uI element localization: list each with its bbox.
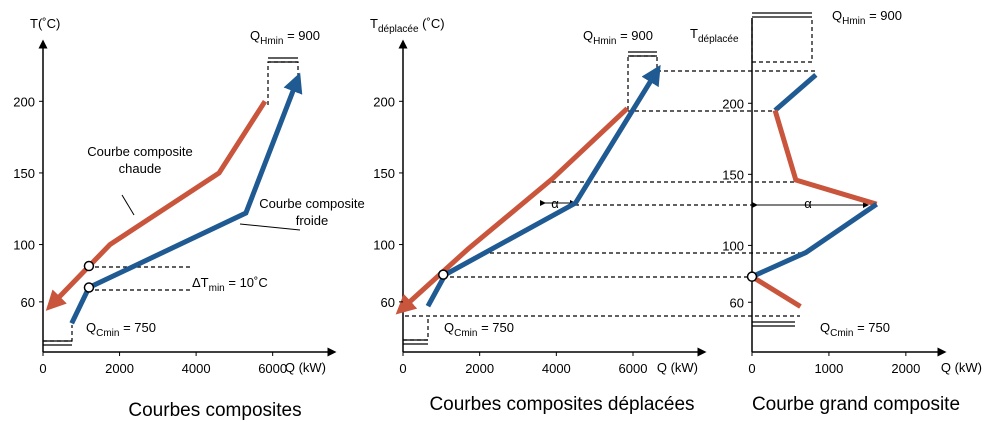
y-tick-label: 200 [13, 94, 35, 109]
sub: déplacée [378, 24, 419, 35]
x-tick-label: 6000 [258, 361, 287, 376]
marker [83, 260, 95, 272]
x-axis-label: Q (kW) [941, 360, 982, 375]
y-axis-label: Tdéplacée [690, 26, 739, 45]
y-tick-label: 60 [730, 295, 744, 310]
sub-label: QHmin = 900 [583, 28, 653, 47]
alpha: α [804, 196, 812, 211]
main: T [370, 16, 378, 31]
rest: = 750 [477, 320, 514, 335]
marker [83, 282, 95, 293]
sub: déplacée [698, 34, 739, 45]
main: Q [583, 28, 593, 43]
sub: Hmin [260, 36, 283, 47]
sub-label: QHmin = 900 [250, 28, 320, 47]
sub-label: QCmin = 750 [86, 320, 156, 339]
sub-label: QHmin = 900 [832, 8, 902, 27]
y-tick-label: 100 [722, 238, 744, 253]
y-tick-label: 150 [13, 166, 35, 181]
main: Q [832, 8, 842, 23]
sub: Cmin [830, 328, 853, 339]
x-tick-label: 1000 [814, 361, 843, 376]
alpha: α [551, 196, 559, 211]
y-tick-label: 100 [13, 238, 35, 253]
rest: = 750 [119, 320, 156, 335]
marker [438, 269, 449, 280]
annotation: Courbe composite [259, 196, 365, 211]
title: Courbe grand composite [752, 394, 960, 415]
annotation: froide [296, 213, 329, 228]
sub: min [209, 283, 225, 294]
curve [425, 64, 661, 308]
y-tick-label: 200 [373, 94, 395, 109]
curve [750, 274, 802, 309]
main: Q [250, 28, 260, 43]
x-tick-label: 2000 [465, 361, 494, 376]
main: Q [86, 320, 96, 335]
annotation: chaude [119, 161, 162, 176]
marker [746, 271, 758, 282]
main: ΔT [192, 275, 209, 290]
sub: Cmin [96, 328, 119, 339]
x-axis-label: Q (kW) [657, 360, 698, 375]
x-tick-label: 0 [39, 361, 46, 376]
x-axis-label: Q (kW) [285, 360, 326, 375]
sub: Cmin [454, 328, 477, 339]
sub-label: QCmin = 750 [444, 320, 514, 339]
x-tick-label: 2000 [105, 361, 134, 376]
sub: Hmin [593, 36, 616, 47]
x-tick-label: 2000 [891, 361, 920, 376]
rest: = 900 [865, 8, 902, 23]
curve [69, 72, 303, 325]
curve [773, 72, 818, 113]
x-tick-label: 6000 [619, 361, 648, 376]
y-tick-label: 60 [381, 295, 395, 310]
main: Q [444, 320, 454, 335]
sub-label: ΔTmin = 10˚C [192, 275, 268, 294]
rest: = 10˚C [225, 275, 268, 290]
sub: Hmin [842, 16, 865, 27]
title: Courbes composites déplacées [429, 394, 694, 415]
x-tick-label: 0 [748, 361, 755, 376]
y-tick-label: 150 [373, 166, 395, 181]
title: Courbes composites [128, 400, 301, 421]
y-tick-label: 150 [722, 167, 744, 182]
annotation: Courbe composite [87, 144, 193, 159]
x-tick-label: 0 [399, 361, 406, 376]
curve [750, 202, 879, 279]
curve [395, 106, 629, 315]
rest: = 900 [616, 28, 653, 43]
y-tick-label: 200 [722, 96, 744, 111]
sub-label: QCmin = 750 [820, 320, 890, 339]
curve [45, 99, 268, 311]
main: Q [820, 320, 830, 335]
x-tick-label: 4000 [182, 361, 211, 376]
rest: (˚C) [419, 16, 445, 31]
main: T [690, 26, 698, 41]
rest: = 900 [283, 28, 320, 43]
rest: = 750 [853, 320, 890, 335]
y-tick-label: 60 [21, 295, 35, 310]
y-axis-label: Tdéplacée (˚C) [370, 16, 445, 35]
curves [45, 64, 879, 325]
y-tick-label: 100 [373, 238, 395, 253]
y-axis-label: T(˚C) [30, 16, 60, 31]
x-tick-label: 4000 [542, 361, 571, 376]
annotation-lines [43, 12, 869, 346]
curve [772, 109, 878, 207]
